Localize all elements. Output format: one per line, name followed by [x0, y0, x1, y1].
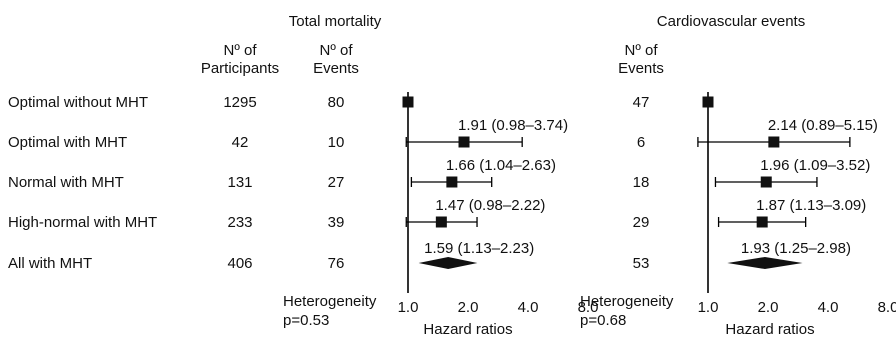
heterogeneity-label-total: Heterogeneity	[283, 293, 377, 310]
hr-ci-label: 1.91 (0.98–3.74)	[458, 117, 568, 134]
point-estimate-square	[435, 216, 447, 228]
axis-tick-label: 8.0	[578, 299, 599, 316]
row-all-with-mht: All with MHT 406 76 53	[8, 255, 649, 272]
estimate-row	[402, 96, 414, 108]
hr-ci-label: 1.96 (1.09–3.52)	[760, 157, 870, 174]
participants-value: 233	[227, 214, 252, 231]
estimate-row	[702, 96, 714, 108]
estimate-row: 1.66 (1.04–2.63)	[410, 157, 556, 188]
row-normal-with-mht: Normal with MHT 131 27 18	[8, 174, 649, 191]
estimate-row: 1.87 (1.13–3.09)	[717, 197, 866, 228]
hr-ci-label: 1.59 (1.13–2.23)	[424, 240, 534, 257]
estimate-row: 1.91 (0.98–3.74)	[405, 117, 568, 148]
header-events-cv-line2: Events	[618, 60, 664, 77]
row-optimal-with-mht: Optimal with MHT 42 10 6	[8, 134, 645, 151]
forest-panel-total-mortality: 1.0 2.0 4.0 8.0 Hazard ratios 1.91 (0.98…	[398, 92, 599, 338]
row-label: High-normal with MHT	[8, 214, 157, 231]
hr-ci-label: 1.66 (1.04–2.63)	[446, 157, 556, 174]
axis-tick-label: 8.0	[878, 299, 896, 316]
row-label: Optimal without MHT	[8, 94, 148, 111]
estimate-row: 1.47 (0.98–2.22)	[405, 197, 545, 228]
events-cv-value: 18	[633, 174, 650, 191]
estimate-row: 1.96 (1.09–3.52)	[714, 157, 870, 188]
participants-value: 131	[227, 174, 252, 191]
events-cv-value: 47	[633, 94, 650, 111]
participants-value: 1295	[223, 94, 256, 111]
pooled-estimate-diamond	[727, 257, 803, 269]
estimate-row: 1.93 (1.25–2.98)	[727, 240, 851, 269]
axis-tick-label: 2.0	[758, 299, 779, 316]
estimate-row: 2.14 (0.89–5.15)	[697, 117, 878, 148]
hr-ci-label: 1.93 (1.25–2.98)	[741, 240, 851, 257]
axis-tick-label: 4.0	[518, 299, 539, 316]
heterogeneity-label-cv: Heterogeneity	[580, 293, 674, 310]
reference-square	[702, 96, 714, 108]
participants-value: 406	[227, 255, 252, 272]
reference-square	[402, 96, 414, 108]
events-total-value: 76	[328, 255, 345, 272]
header-events-total-line1: Nº of	[320, 42, 354, 59]
axis-tick-label: 1.0	[698, 299, 719, 316]
header-events-total-line2: Events	[313, 60, 359, 77]
header-participants-line2: Participants	[201, 60, 279, 77]
row-high-normal-with-mht: High-normal with MHT 233 39 29	[8, 214, 649, 231]
x-axis-label: Hazard ratios	[725, 321, 814, 338]
pooled-estimate-diamond	[418, 257, 478, 269]
x-axis-label: Hazard ratios	[423, 321, 512, 338]
point-estimate-square	[756, 216, 768, 228]
participants-value: 42	[232, 134, 249, 151]
events-total-value: 80	[328, 94, 345, 111]
row-label: Optimal with MHT	[8, 134, 127, 151]
header-events-cv-line1: Nº of	[625, 42, 659, 59]
events-total-value: 27	[328, 174, 345, 191]
hr-ci-label: 1.47 (0.98–2.22)	[435, 197, 545, 214]
events-total-value: 10	[328, 134, 345, 151]
point-estimate-square	[446, 176, 458, 188]
panel-title-total-mortality: Total mortality	[289, 13, 382, 30]
axis-tick-label: 1.0	[398, 299, 419, 316]
row-label: All with MHT	[8, 255, 92, 272]
estimate-row: 1.59 (1.13–2.23)	[418, 240, 534, 269]
heterogeneity-p-total: p=0.53	[283, 312, 329, 329]
point-estimate-square	[768, 136, 780, 148]
hr-ci-label: 2.14 (0.89–5.15)	[768, 117, 878, 134]
axis-tick-label: 2.0	[458, 299, 479, 316]
row-label: Normal with MHT	[8, 174, 124, 191]
events-cv-value: 6	[637, 134, 645, 151]
panel-title-cardiovascular-events: Cardiovascular events	[657, 13, 805, 30]
events-total-value: 39	[328, 214, 345, 231]
hr-ci-label: 1.87 (1.13–3.09)	[756, 197, 866, 214]
header-participants-line1: Nº of	[224, 42, 258, 59]
heterogeneity-p-cv: p=0.68	[580, 312, 626, 329]
point-estimate-square	[760, 176, 772, 188]
events-cv-value: 29	[633, 214, 650, 231]
row-optimal-without-mht: Optimal without MHT 1295 80 47	[8, 94, 649, 111]
events-cv-value: 53	[633, 255, 650, 272]
axis-tick-label: 4.0	[818, 299, 839, 316]
point-estimate-square	[458, 136, 470, 148]
forest-panel-cardiovascular-events: 1.0 2.0 4.0 8.0 Hazard ratios 2.14 (0.89…	[697, 92, 896, 338]
